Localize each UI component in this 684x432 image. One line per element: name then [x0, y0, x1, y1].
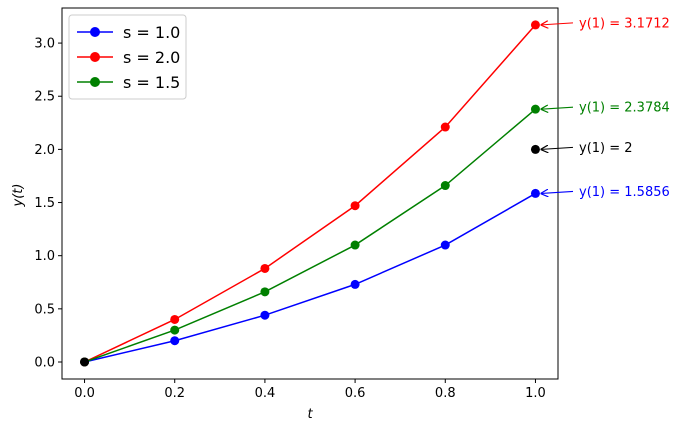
legend-label-2: s = 2.0 [123, 48, 180, 67]
series-line-3 [84, 108, 536, 363]
annotation-arrow-2 [541, 147, 574, 149]
annotation-label-2: y(1) = 2 [579, 141, 633, 156]
x-tick-label-3: 0.6 [345, 386, 366, 401]
extra-point-0 [80, 357, 90, 367]
y-axis-label: y(t) [11, 184, 26, 208]
y-tick-label-4: 2.0 [34, 143, 55, 158]
x-tick-label-0: 0.0 [74, 386, 95, 401]
y-tick-label-1: 0.5 [34, 302, 55, 317]
series-1-point-2 [260, 310, 270, 320]
series-2-point-3 [350, 201, 360, 211]
y-tick-label-3: 1.5 [34, 196, 55, 211]
series-line-1 [84, 192, 536, 363]
extra-point-1 [530, 144, 540, 154]
legend-label-3: s = 1.5 [123, 73, 180, 92]
series-3-point-4 [440, 181, 450, 191]
legend-marker-3 [90, 77, 100, 87]
series-layer [80, 20, 540, 367]
annotation-label-1: y(1) = 2.3784 [579, 101, 670, 116]
annotation-arrow-3 [541, 191, 574, 193]
y-tick-label-0: 0.0 [34, 355, 55, 370]
series-1-point-3 [350, 279, 360, 289]
annotation-arrow-1 [541, 107, 574, 109]
plot-frame [61, 7, 559, 380]
annotation-arrow-0 [541, 23, 574, 25]
series-3-point-3 [350, 240, 360, 250]
series-2-point-1 [170, 314, 180, 324]
series-1-point-4 [440, 240, 450, 250]
series-3-point-1 [170, 325, 180, 335]
y-tick-label-6: 3.0 [34, 37, 55, 52]
series-1-point-1 [170, 336, 180, 346]
legend-entry-3: s = 1.5 [77, 73, 180, 92]
annotations-layer: y(1) = 3.1712 y(1) = 2.3784 y(1) = 2 y(1) =… [541, 16, 670, 200]
legend: s = 1.0 s = 2.0 s = 1.5 [68, 14, 187, 100]
y-tick-label-2: 1.0 [34, 249, 55, 264]
x-tick-label-5: 1.0 [525, 386, 546, 401]
series-2-point-4 [440, 122, 450, 132]
annotation-label-3: y(1) = 1.5856 [579, 185, 670, 200]
legend-frame [68, 14, 187, 100]
series-1-point-5 [530, 188, 540, 198]
axes-layer: 0.0 0.2 0.4 0.6 0.8 1.0 0.0 0.5 1.0 1.5 2.0 2.5 3.0 [34, 7, 559, 401]
legend-label-1: s = 1.0 [123, 23, 180, 42]
series-line-2 [84, 24, 537, 363]
legend-marker-1 [90, 27, 100, 37]
x-tick-label-4: 0.8 [435, 386, 456, 401]
x-tick-label-2: 0.4 [255, 386, 276, 401]
series-3-point-5 [530, 104, 540, 114]
annotation-label-0: y(1) = 3.1712 [579, 16, 670, 31]
legend-entry-2: s = 2.0 [77, 48, 180, 67]
y-tick-label-5: 2.5 [34, 90, 55, 105]
x-axis-label: t [307, 407, 313, 422]
x-tick-label-1: 0.2 [164, 386, 185, 401]
legend-marker-2 [90, 52, 100, 62]
legend-entry-1: s = 1.0 [77, 23, 180, 42]
series-2-point-2 [260, 263, 270, 273]
series-2-point-5 [530, 20, 540, 30]
series-3-point-2 [260, 287, 270, 297]
